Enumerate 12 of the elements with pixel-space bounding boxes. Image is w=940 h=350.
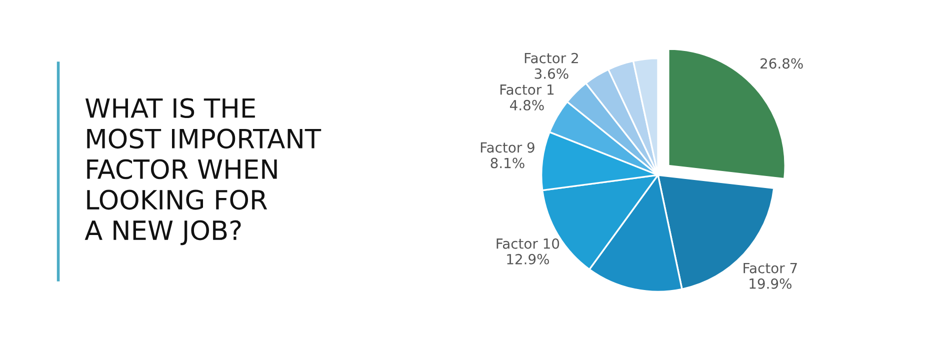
slice-label: Factor 7 <box>744 263 797 274</box>
slice-label: Factor 2 <box>524 52 578 64</box>
data-label: 26.8% <box>760 58 803 69</box>
text: WHAT IS THE MOST IMPORTANT FACTOR WHEN LOOKING FOR A NEW JOB? <box>84 98 322 246</box>
data-label: 3.6% <box>534 68 568 79</box>
slice-label: Factor 9 <box>480 142 534 153</box>
data-label: 12.9% <box>507 254 549 264</box>
data-label: 19.9% <box>750 278 792 289</box>
data-label: 8.1% <box>490 158 524 168</box>
data-label: 4.8% <box>510 100 544 110</box>
slice-label: Factor 1 <box>500 84 554 95</box>
slice-label: Factor 10 <box>496 238 560 249</box>
